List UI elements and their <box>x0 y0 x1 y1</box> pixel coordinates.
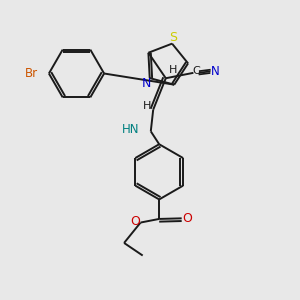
Text: N: N <box>211 65 220 78</box>
Text: HN: HN <box>122 123 140 136</box>
Text: H: H <box>142 101 151 111</box>
Text: S: S <box>169 31 177 44</box>
Text: C: C <box>193 66 200 76</box>
Text: O: O <box>130 215 140 228</box>
Text: O: O <box>182 212 192 225</box>
Text: H: H <box>169 65 178 75</box>
Text: N: N <box>141 77 151 90</box>
Text: Br: Br <box>24 67 38 80</box>
